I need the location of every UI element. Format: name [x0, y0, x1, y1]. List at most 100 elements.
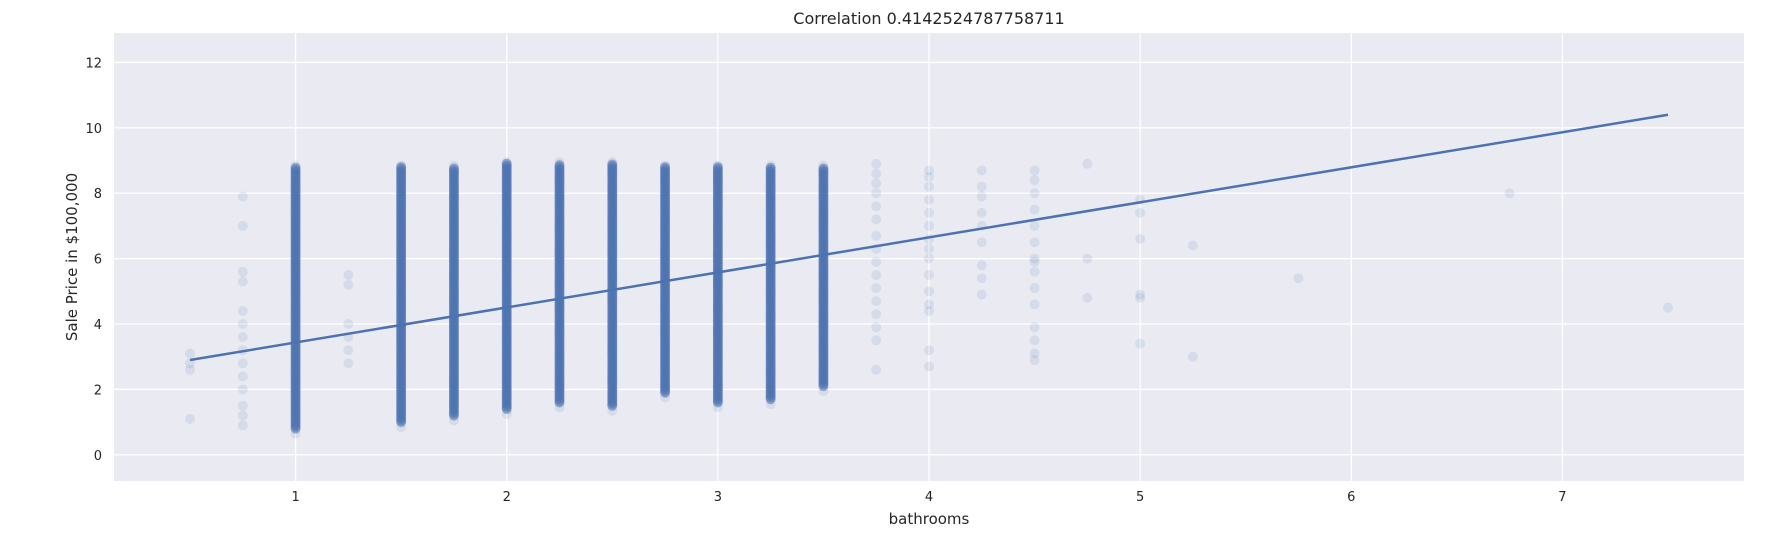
data-point [871, 335, 882, 346]
data-point [237, 384, 248, 395]
data-point [185, 348, 196, 359]
x-axis-label: bathrooms [889, 510, 970, 528]
x-tick-label: 4 [925, 490, 933, 505]
data-point [396, 422, 407, 433]
data-point [185, 413, 196, 424]
data-point [871, 322, 882, 333]
data-point [660, 162, 671, 173]
data-point [871, 178, 882, 189]
data-point [924, 220, 934, 231]
data-point [871, 364, 882, 375]
data-point [871, 296, 882, 307]
grid-lines [114, 33, 1744, 481]
data-point [924, 361, 934, 372]
data-point [343, 279, 354, 290]
data-point [660, 392, 671, 403]
data-point [976, 207, 987, 218]
data-point [871, 214, 882, 225]
data-point [237, 276, 248, 287]
data-point [1187, 351, 1198, 362]
data-point [660, 160, 671, 171]
x-tick-label: 1 [291, 490, 299, 505]
data-point [871, 158, 882, 169]
x-tick-label: 7 [1558, 490, 1566, 505]
data-point [1135, 289, 1146, 300]
data-point [237, 220, 248, 231]
data-point [237, 410, 248, 421]
data-point [976, 181, 987, 192]
data-point [448, 160, 459, 171]
data-point [1662, 302, 1673, 313]
data-point [818, 160, 829, 171]
data-point [1029, 256, 1040, 267]
data-point [924, 207, 934, 218]
data-point [1135, 207, 1146, 218]
data-point [1082, 158, 1093, 169]
data-point [871, 283, 882, 294]
data-point [237, 332, 248, 343]
data-point [1029, 165, 1040, 176]
data-point [1029, 188, 1040, 199]
data-point [237, 305, 248, 316]
x-tick-label: 6 [1347, 490, 1355, 505]
data-point [924, 305, 934, 316]
data-point [343, 319, 354, 330]
data-point [765, 162, 776, 173]
data-point [237, 191, 248, 202]
data-point [712, 162, 723, 173]
data-point [1135, 234, 1146, 245]
data-point [976, 191, 987, 202]
data-point [396, 160, 407, 171]
y-tick-label: 10 [85, 122, 102, 137]
data-point [924, 181, 934, 192]
data-point [343, 358, 354, 369]
data-point [237, 358, 248, 369]
x-tick-label: 3 [714, 490, 722, 505]
data-point [924, 269, 934, 280]
y-tick-label: 12 [85, 56, 102, 71]
data-point [976, 260, 987, 271]
data-point [924, 345, 934, 356]
data-point [1135, 292, 1146, 303]
data-point [1029, 220, 1040, 231]
data-point [1029, 253, 1040, 264]
y-tick-label: 2 [94, 383, 102, 398]
data-point [1187, 240, 1198, 251]
data-point [1029, 335, 1040, 346]
data-point [501, 158, 512, 169]
data-point [1029, 355, 1040, 366]
data-point [818, 386, 829, 397]
y-tick-labels: 0 2 4 6 8 10 12 [85, 56, 102, 463]
data-point [871, 256, 882, 267]
data-point [1029, 237, 1040, 248]
data-point [343, 269, 354, 280]
data-point [871, 188, 882, 199]
data-point [607, 159, 618, 170]
data-point [290, 162, 301, 173]
data-point [396, 162, 407, 173]
data-point [924, 299, 934, 310]
y-axis-label: Sale Price in $100,000 [63, 173, 81, 341]
data-point [871, 168, 882, 179]
data-point [924, 253, 934, 264]
data-point [237, 400, 248, 411]
data-point [237, 266, 248, 277]
data-point [290, 428, 301, 439]
data-point [976, 289, 987, 300]
data-point [448, 163, 459, 174]
data-point [924, 243, 934, 254]
y-tick-label: 0 [94, 449, 102, 464]
data-point [607, 157, 618, 168]
data-point [924, 171, 934, 182]
data-point [607, 405, 618, 416]
data-point [976, 165, 987, 176]
data-point [343, 345, 354, 356]
x-tick-label: 2 [503, 490, 511, 505]
data-point [924, 194, 934, 205]
data-point [1029, 204, 1040, 215]
data-point [185, 364, 196, 375]
regression-line [189, 113, 1669, 362]
y-tick-label: 6 [94, 253, 102, 268]
data-point [871, 201, 882, 212]
